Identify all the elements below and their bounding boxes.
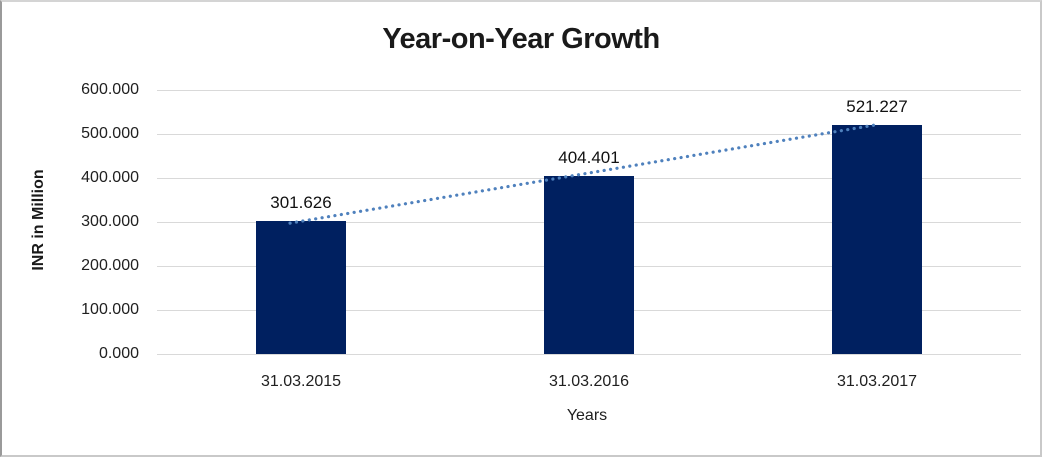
x-axis-title: Years — [566, 407, 608, 424]
bar — [256, 221, 346, 354]
y-tick-label: 300.000 — [81, 213, 139, 230]
y-tick-label: 500.000 — [81, 125, 139, 142]
y-axis-title: INR in Million — [30, 169, 47, 271]
y-tick-label: 400.000 — [81, 169, 139, 186]
x-tick-label: 31.03.2016 — [548, 373, 630, 390]
plot-area: 301.626 31.03.2015 404.401 31.03.2016 521.22… — [157, 89, 1021, 390]
data-label: 521.227 — [846, 96, 908, 116]
x-tick-label: 31.03.2017 — [836, 373, 918, 390]
gridline — [157, 133, 1021, 135]
x-tick-label: 31.03.2015 — [260, 373, 342, 390]
bar — [832, 124, 922, 354]
bar — [544, 176, 634, 354]
chart-title: Year-on-Year Growth — [382, 23, 660, 55]
data-label: 404.401 — [558, 148, 620, 168]
y-tick-label: 0.000 — [98, 345, 139, 362]
data-label: 301.626 — [270, 193, 332, 213]
y-tick-label: 100.000 — [81, 301, 139, 318]
y-tick-label: 600.000 — [81, 81, 139, 98]
y-tick-label: 200.000 — [81, 257, 139, 274]
gridline — [157, 89, 1021, 91]
gridline — [157, 353, 1021, 355]
trendline — [288, 123, 878, 225]
